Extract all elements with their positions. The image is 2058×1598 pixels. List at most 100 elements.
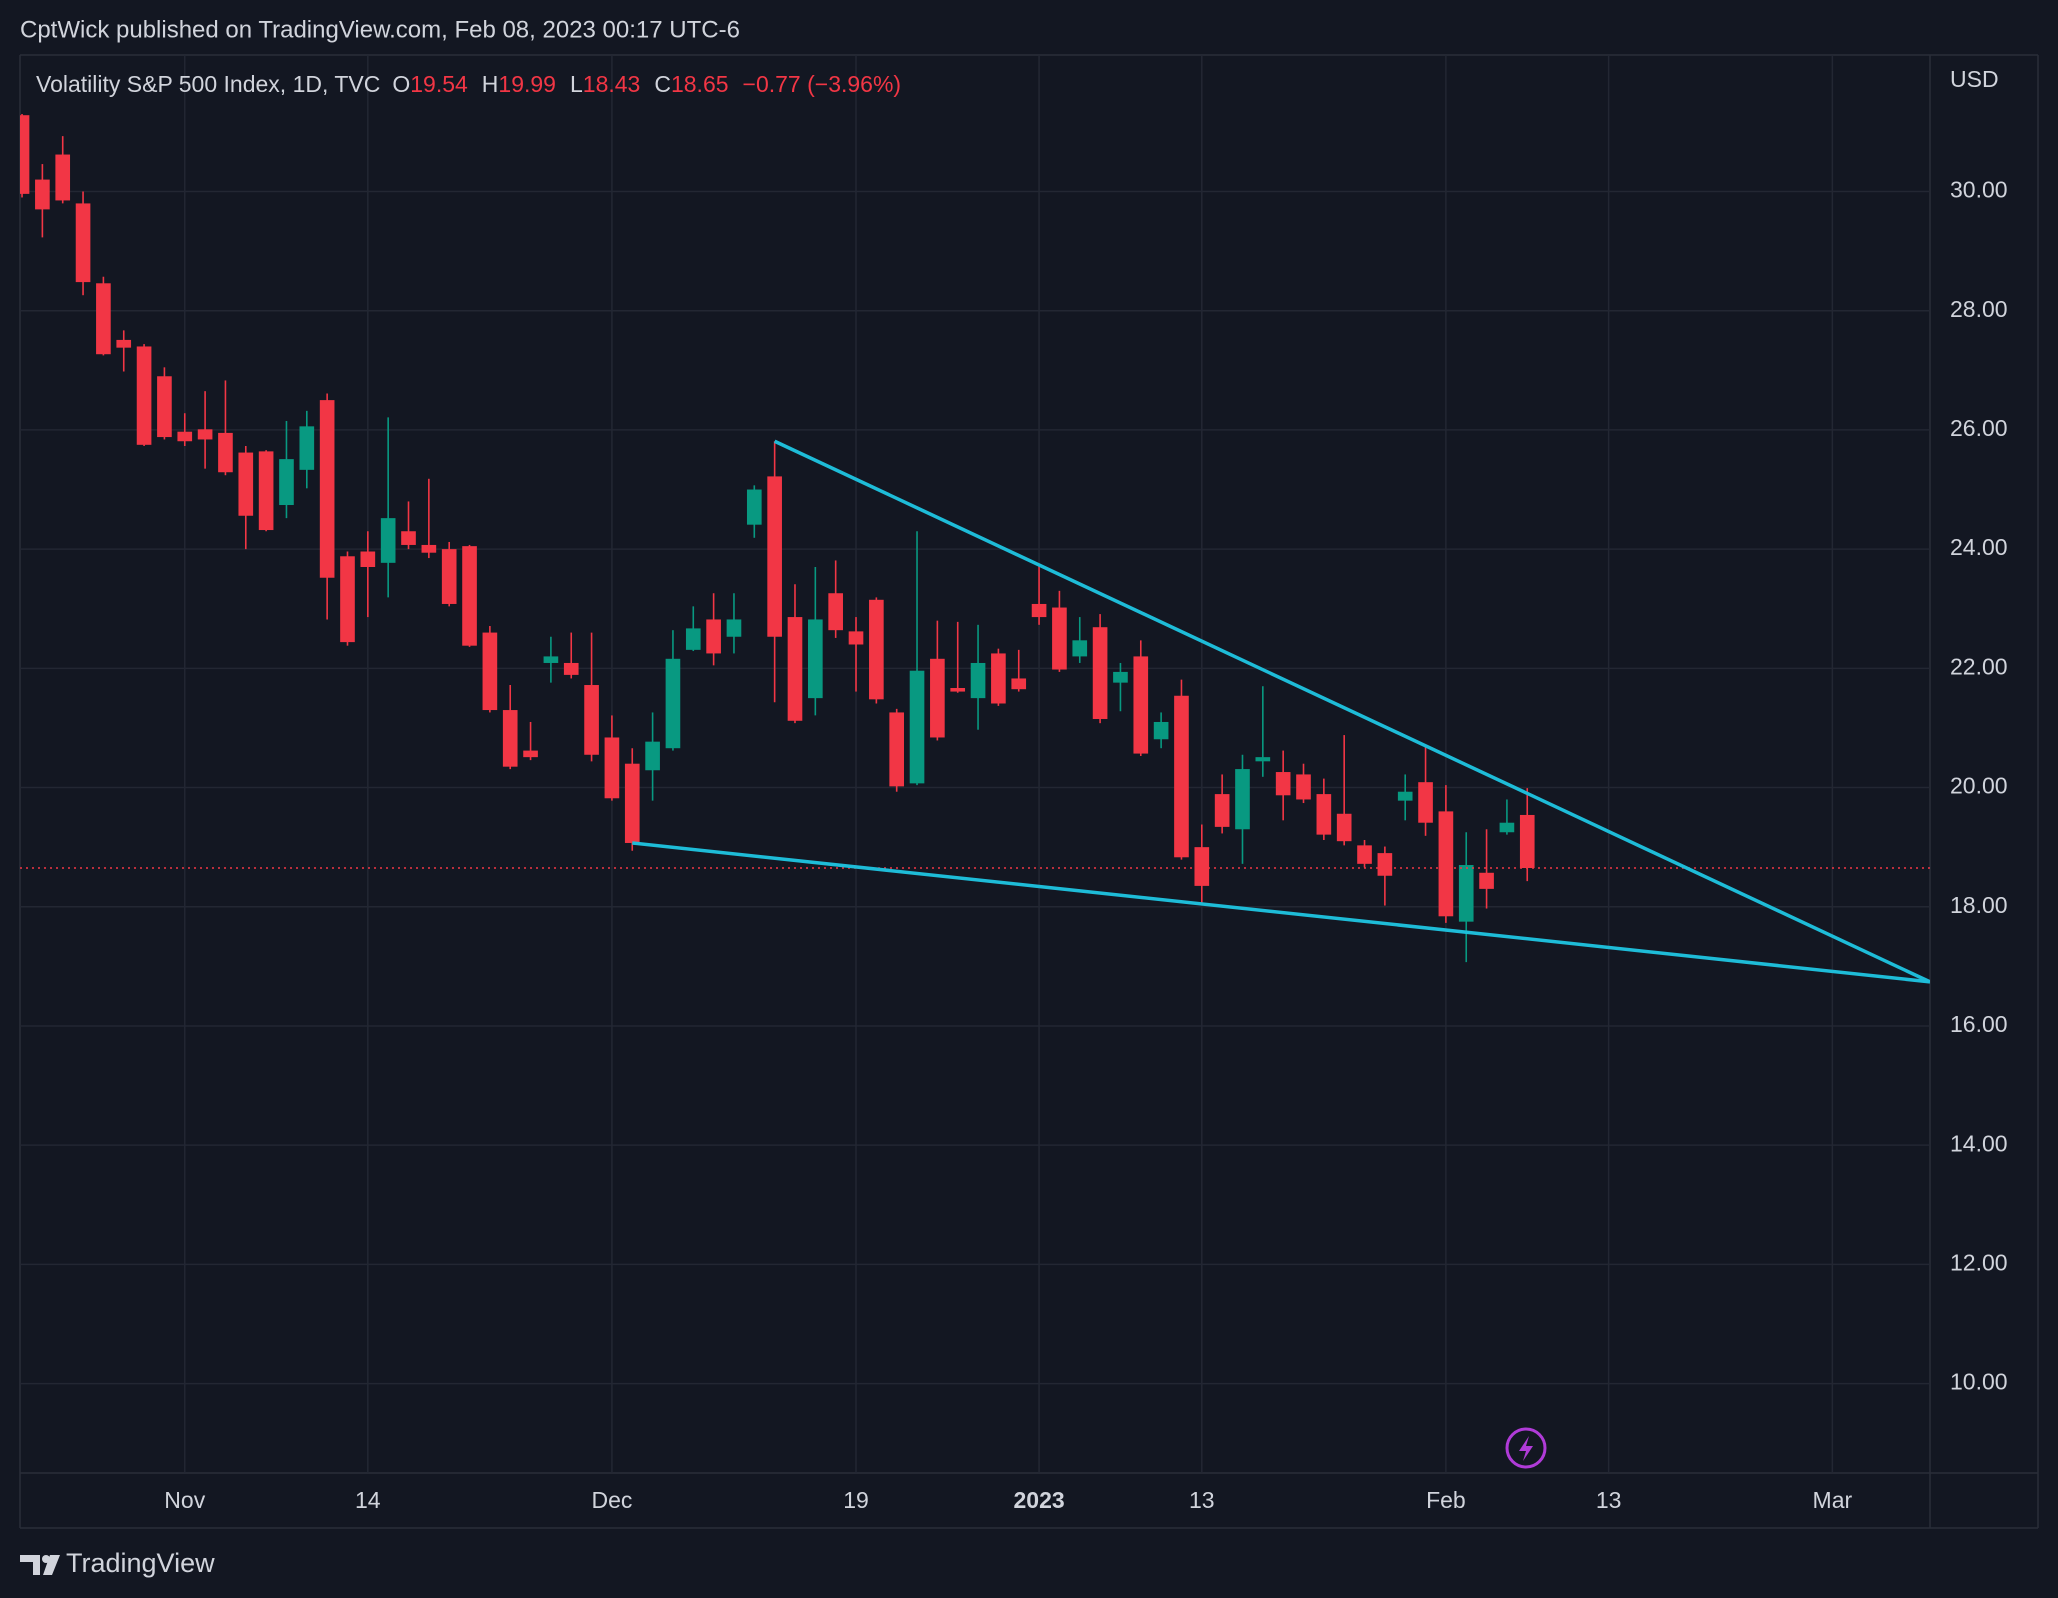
legend-ohlc-label: C — [654, 71, 671, 97]
candle-body — [645, 741, 660, 771]
candle-body — [1479, 872, 1494, 889]
y-tick-label: 10.00 — [1950, 1369, 2008, 1395]
x-tick-label: 13 — [1596, 1487, 1622, 1513]
x-tick-label: 2023 — [1013, 1487, 1064, 1513]
candle-body — [726, 619, 742, 637]
legend-ohlc-value: 19.54 — [410, 71, 468, 97]
candle-body — [991, 653, 1006, 704]
candle-body — [787, 617, 803, 721]
plot-area — [20, 114, 1930, 984]
x-tick-label: 13 — [1189, 1487, 1215, 1513]
candle-body — [869, 599, 884, 700]
y-tick-label: 22.00 — [1950, 653, 2008, 679]
candle-body — [441, 549, 457, 604]
legend-name: Volatility S&P 500 Index, 1D, TVC — [36, 71, 380, 97]
candle-body — [950, 688, 966, 692]
candle-body — [157, 376, 172, 438]
candle-body — [746, 489, 762, 525]
candle-body — [136, 346, 152, 445]
candle-body — [624, 763, 640, 843]
x-tick-label: Feb — [1426, 1487, 1466, 1513]
candle-body — [767, 476, 782, 637]
candle-body — [319, 400, 335, 578]
candle-body — [1031, 603, 1047, 618]
footer-brand: TradingView — [66, 1548, 215, 1578]
candle-body — [930, 658, 945, 738]
x-tick-label: Mar — [1813, 1487, 1853, 1513]
alert-icon[interactable] — [1505, 1427, 1547, 1469]
candle-body — [523, 750, 538, 758]
y-tick-label: 20.00 — [1950, 773, 2008, 799]
trendline — [773, 439, 1930, 984]
candle-body — [502, 710, 518, 767]
candle-body — [828, 593, 843, 631]
candle-body — [218, 432, 233, 473]
candle-body — [35, 179, 50, 210]
y-tick-label: 14.00 — [1950, 1130, 2008, 1156]
candle-body — [299, 426, 315, 470]
candle-body — [665, 658, 681, 749]
candle-body — [1377, 853, 1393, 876]
y-tick-label: 12.00 — [1950, 1249, 2008, 1275]
candle-body — [20, 115, 30, 194]
legend-ohlc-value: 18.65 — [671, 71, 729, 97]
legend-change: −0.77 (−3.96%) — [743, 71, 902, 97]
y-tick-label: 24.00 — [1950, 534, 2008, 560]
candle-body — [1357, 845, 1372, 864]
candle-body — [1397, 791, 1413, 801]
candle-body — [421, 544, 437, 553]
candle-body — [848, 631, 864, 645]
candle-body — [482, 632, 498, 711]
candle-body — [808, 619, 823, 699]
y-tick-label: 30.00 — [1950, 177, 2008, 203]
legend-ohlc-label: H — [482, 71, 499, 97]
candle-body — [177, 431, 193, 442]
candle-body — [1153, 721, 1169, 740]
tradingview-logo — [20, 1555, 60, 1575]
candle-body — [563, 662, 579, 675]
candle-body — [401, 531, 416, 545]
candle-body — [1092, 627, 1108, 719]
y-tick-label: 18.00 — [1950, 892, 2008, 918]
candle-body — [55, 154, 71, 201]
candle-body — [604, 737, 620, 799]
currency: USD — [1950, 66, 1999, 92]
x-tick-label: Dec — [591, 1487, 632, 1513]
candle-body — [889, 712, 905, 787]
candle-body — [1336, 813, 1352, 842]
candle-body — [1458, 865, 1474, 922]
candle-body — [543, 656, 559, 663]
y-tick-label: 28.00 — [1950, 296, 2008, 322]
legend-ohlc-value: 19.99 — [498, 71, 556, 97]
candle-body — [909, 670, 925, 784]
candle-body — [1275, 772, 1291, 796]
legend-ohlc-label: L — [570, 71, 583, 97]
candle-body — [1214, 794, 1230, 827]
candle-body — [238, 452, 254, 516]
candle-body — [1052, 607, 1067, 670]
legend: Volatility S&P 500 Index, 1D, TVC O19.54 H… — [36, 71, 901, 97]
candle-body — [258, 451, 274, 531]
candle-body — [584, 685, 599, 755]
candle-body — [1072, 640, 1088, 657]
candle-body — [75, 203, 91, 283]
candle-body — [1499, 822, 1515, 833]
candle-body — [116, 339, 132, 348]
candle-body — [462, 546, 477, 646]
candle-body — [340, 556, 355, 643]
x-tick-label: 19 — [843, 1487, 869, 1513]
x-tick-label: Nov — [164, 1487, 205, 1513]
candle-body — [706, 619, 721, 654]
y-tick-label: 26.00 — [1950, 415, 2008, 441]
candle-body — [1174, 695, 1189, 858]
candle-body — [1194, 847, 1210, 886]
x-tick-label: 14 — [355, 1487, 381, 1513]
candle-body — [197, 429, 213, 440]
candle-body — [1133, 656, 1149, 754]
candle-body — [970, 662, 986, 699]
legend-ohlc-value: 18.43 — [583, 71, 641, 97]
candle-body — [1418, 782, 1433, 823]
candle-body — [1255, 757, 1271, 762]
